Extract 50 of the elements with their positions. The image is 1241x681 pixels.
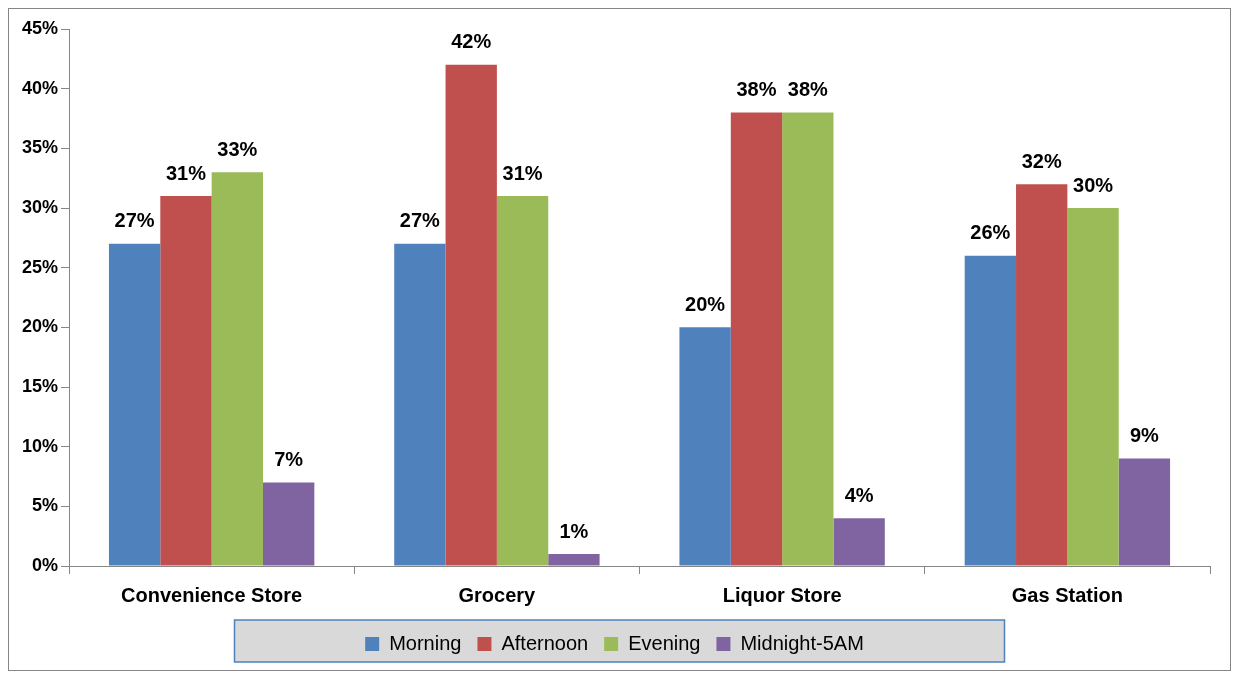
- bar: [833, 518, 885, 566]
- y-tick-label: 5%: [32, 495, 59, 516]
- y-tick-label: 25%: [22, 256, 59, 277]
- data-label: 31%: [502, 161, 543, 184]
- data-label: 20%: [685, 292, 726, 315]
- bar: [548, 554, 600, 566]
- bar: [730, 112, 783, 566]
- y-tick-label: 30%: [22, 196, 59, 217]
- bar: [211, 172, 263, 566]
- x-tick-label: Convenience Store: [121, 583, 303, 606]
- data-label: 9%: [1129, 424, 1160, 447]
- bar: [108, 243, 161, 566]
- data-label: 1%: [559, 519, 589, 542]
- y-tick-label: 20%: [22, 316, 59, 337]
- data-label: 7%: [274, 447, 304, 470]
- data-label: 27%: [399, 209, 441, 232]
- bar: [394, 243, 446, 566]
- legend-label: Midnight-5AM: [740, 631, 864, 654]
- legend-label: Evening: [628, 631, 701, 654]
- y-tick-label: 0%: [32, 554, 59, 575]
- x-tick-label: Liquor Store: [722, 583, 842, 606]
- bar: [782, 112, 834, 566]
- x-tick-label: Grocery: [458, 583, 537, 606]
- bar: [1016, 184, 1068, 566]
- data-label: 42%: [451, 30, 492, 53]
- data-label: 4%: [844, 483, 874, 506]
- legend-label: Morning: [389, 631, 462, 654]
- data-label: 31%: [165, 161, 207, 184]
- bar: [262, 482, 315, 566]
- y-tick-label: 35%: [22, 137, 59, 158]
- data-label: 30%: [1073, 173, 1114, 196]
- bar: [1118, 458, 1171, 566]
- bar: [160, 196, 212, 566]
- data-label: 33%: [217, 137, 258, 160]
- x-tick-label: Gas Station: [1011, 583, 1123, 606]
- bar: [496, 196, 549, 566]
- y-tick-label: 40%: [22, 77, 59, 98]
- bar: [1067, 208, 1119, 566]
- bar: [964, 255, 1017, 566]
- y-tick-label: 10%: [22, 435, 59, 456]
- data-label: 32%: [1021, 149, 1062, 172]
- data-label: 38%: [736, 78, 777, 101]
- y-tick-label: 15%: [22, 375, 59, 396]
- legend-label: Afternoon: [501, 631, 589, 654]
- data-label: 27%: [114, 209, 155, 232]
- data-label: 26%: [970, 221, 1011, 244]
- bar: [679, 327, 731, 566]
- y-tick-label: 45%: [22, 17, 59, 38]
- data-label: 38%: [787, 78, 829, 101]
- bar: [445, 64, 497, 566]
